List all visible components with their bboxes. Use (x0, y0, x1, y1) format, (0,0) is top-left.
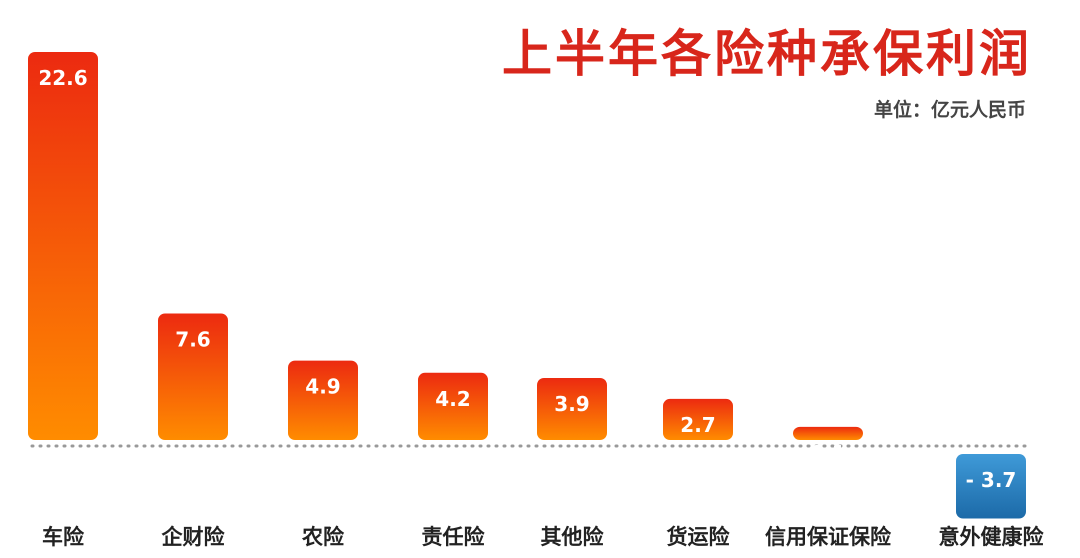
category-label-1: 车险 (42, 524, 85, 549)
category-label-6: 货运险 (667, 524, 731, 549)
bar-8 (956, 454, 1026, 519)
category-label-8: 意外健康险 (939, 524, 1045, 549)
category-label-7: 信用保证保险 (765, 524, 892, 549)
category-label-4: 责任险 (422, 524, 486, 549)
value-label-6: 2.7 (680, 413, 715, 437)
bar-4 (418, 372, 488, 440)
value-label-8: - 3.7 (966, 468, 1017, 492)
category-label-2: 企财险 (161, 524, 226, 549)
bar-3 (288, 360, 358, 440)
bar-1 (28, 52, 98, 440)
bar-2 (158, 313, 228, 440)
value-label-5: 3.9 (554, 392, 589, 416)
bar-7 (793, 426, 863, 440)
value-label-3: 4.9 (305, 375, 340, 399)
value-label-4: 4.2 (435, 387, 470, 411)
value-label-7: 1.1 (810, 441, 845, 465)
category-label-5: 其他险 (541, 524, 605, 549)
category-label-3: 农险 (301, 524, 345, 549)
chart-title: 上半年各险种承保利润 (502, 24, 1032, 83)
value-label-1: 22.6 (38, 66, 87, 90)
unit-label: 单位：亿元人民币 (873, 99, 1026, 121)
bar-6 (663, 398, 733, 440)
bar-5 (537, 378, 607, 440)
value-label-2: 7.6 (175, 328, 210, 352)
